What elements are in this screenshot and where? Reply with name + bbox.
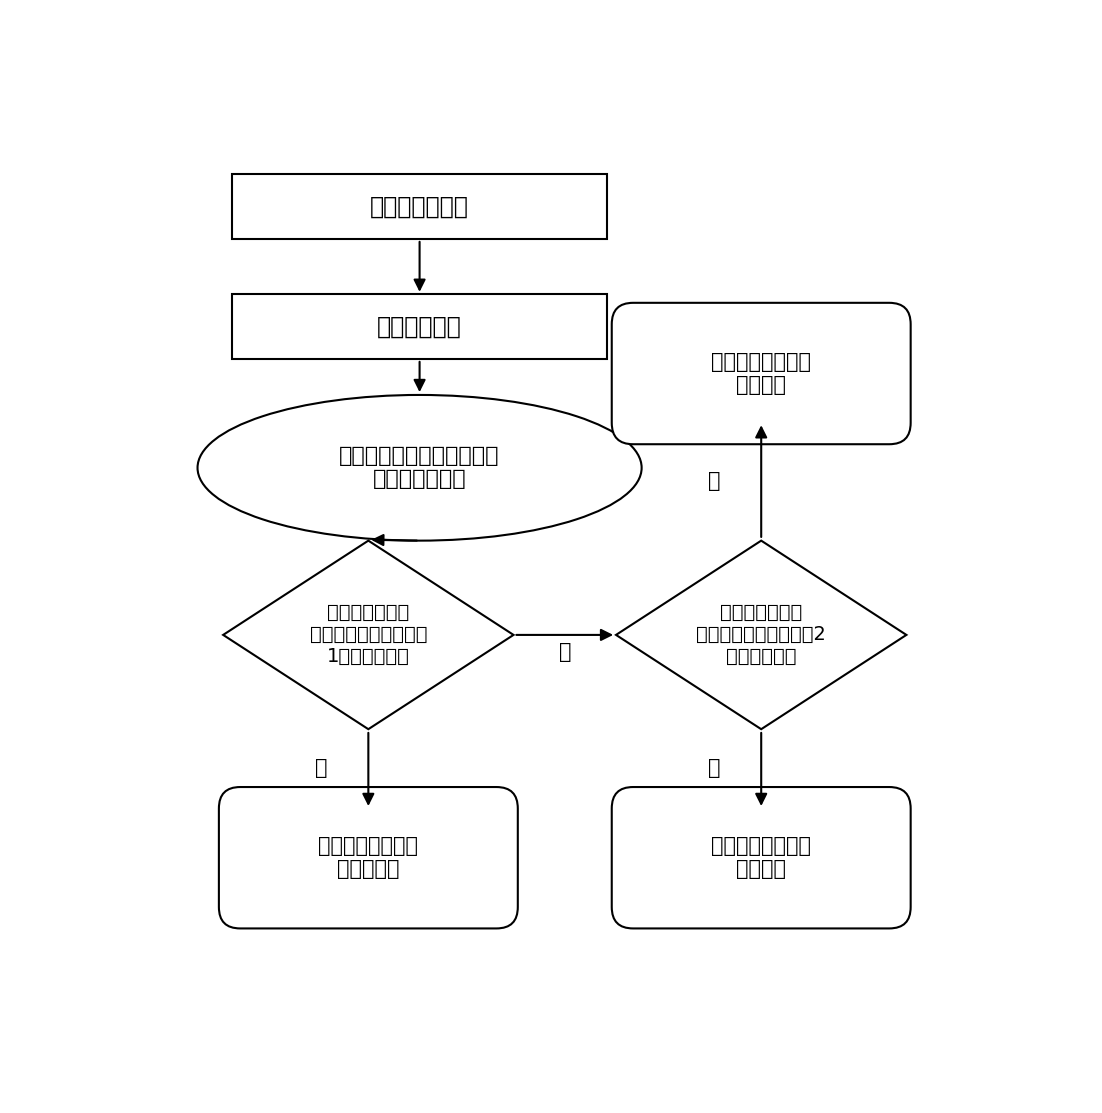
FancyBboxPatch shape (231, 175, 607, 238)
Text: 否: 否 (707, 758, 721, 778)
Text: 异常积污部位未发
生油气泄露: 异常积污部位未发 生油气泄露 (318, 836, 419, 879)
Polygon shape (616, 541, 906, 729)
Text: 样本吸油纸的特
征吸收峰与所述参照组2
的吸收峰一致: 样本吸油纸的特 征吸收峰与所述参照组2 的吸收峰一致 (696, 603, 826, 667)
Text: 异常积污部位发生
油气泄露: 异常积污部位发生 油气泄露 (711, 352, 811, 395)
FancyBboxPatch shape (612, 303, 910, 444)
Polygon shape (223, 541, 514, 729)
Text: 是: 是 (315, 758, 327, 778)
Text: 将样本光谱的特征吸收峰与
标准数据库对比: 将样本光谱的特征吸收峰与 标准数据库对比 (339, 446, 500, 490)
FancyBboxPatch shape (612, 787, 910, 928)
Text: 异常积污部位存在
其他异常: 异常积污部位存在 其他异常 (711, 836, 811, 879)
Text: 样本吸油纸的特
征吸收峰与所述参照组
1的吸收峰一致: 样本吸油纸的特 征吸收峰与所述参照组 1的吸收峰一致 (310, 603, 428, 667)
Ellipse shape (197, 395, 641, 541)
Text: 建立标准数据库: 建立标准数据库 (370, 195, 469, 218)
Text: 否: 否 (559, 642, 571, 662)
FancyBboxPatch shape (231, 294, 607, 358)
Text: 获取样本光谱: 获取样本光谱 (377, 314, 462, 338)
Text: 是: 是 (707, 471, 721, 491)
FancyBboxPatch shape (219, 787, 518, 928)
